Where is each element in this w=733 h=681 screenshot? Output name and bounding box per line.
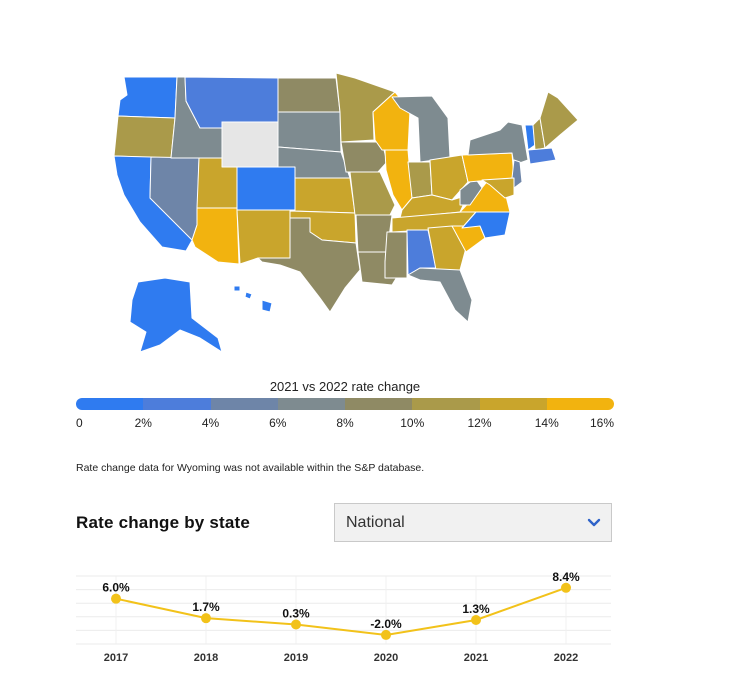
dropdown-selected-value: National bbox=[346, 513, 405, 531]
state-maine[interactable] bbox=[539, 91, 579, 149]
state-texas[interactable] bbox=[257, 217, 361, 313]
data-point-2019[interactable] bbox=[291, 619, 301, 630]
x-tick-2021: 2021 bbox=[464, 652, 488, 664]
state-south-dakota[interactable] bbox=[277, 111, 342, 153]
series-line bbox=[115, 586, 567, 636]
state-missouri[interactable] bbox=[349, 171, 396, 216]
legend-swatch-5 bbox=[412, 398, 480, 410]
chevron-down-icon bbox=[587, 518, 601, 526]
legend-tick-label: 2% bbox=[134, 416, 152, 430]
chart-data-labels: 6.0% 1.7% 0.3% -2.0% 1.3% 8.4% bbox=[102, 570, 580, 631]
state-georgia[interactable] bbox=[427, 225, 467, 271]
legend-tick-label: 16% bbox=[589, 416, 614, 430]
chart-x-ticks: 2017 2018 2019 2020 2021 2022 bbox=[104, 652, 578, 664]
state-massachusetts[interactable] bbox=[527, 147, 557, 165]
legend-tick-label: 0 bbox=[76, 416, 83, 430]
data-point-2022[interactable] bbox=[561, 582, 571, 593]
legend-tick-label: 10% bbox=[400, 416, 425, 430]
us-rate-change-map bbox=[113, 72, 579, 353]
state-oregon[interactable] bbox=[113, 115, 176, 159]
state-alaska[interactable] bbox=[129, 277, 223, 353]
x-tick-2018: 2018 bbox=[194, 652, 218, 664]
legend-swatch-6 bbox=[479, 398, 547, 410]
legend-swatch-7 bbox=[546, 398, 614, 410]
legend-tick-label: 8% bbox=[336, 416, 354, 430]
section-title: Rate change by state bbox=[76, 513, 251, 532]
state-washington[interactable] bbox=[117, 76, 178, 119]
state-iowa[interactable] bbox=[340, 141, 388, 173]
legend-title: 2021 vs 2022 rate change bbox=[269, 379, 421, 394]
x-tick-2019: 2019 bbox=[284, 652, 308, 664]
national-rate-change-chart: 6.0%1.7% 0.3%-2.0%1.3%8.4% 2017 2018 2019 20… bbox=[76, 570, 611, 664]
state-maryland[interactable] bbox=[481, 177, 515, 199]
chart-gridlines bbox=[76, 575, 611, 645]
legend-tick-label: 14% bbox=[534, 416, 559, 430]
data-label-2017: 6.0% bbox=[102, 581, 130, 595]
legend-swatch-2 bbox=[210, 398, 278, 410]
state-north-dakota[interactable] bbox=[277, 77, 341, 113]
data-point-2020[interactable] bbox=[381, 629, 391, 640]
legend-color-scale bbox=[76, 398, 614, 410]
legend-tick-label: 4% bbox=[201, 416, 220, 430]
state-colorado[interactable] bbox=[236, 166, 296, 211]
data-label-2022: 8.4% bbox=[552, 570, 580, 584]
legend-tick-label: 12% bbox=[467, 416, 492, 430]
legend-swatch-0 bbox=[76, 398, 144, 410]
data-label-2018: 1.7% bbox=[192, 600, 220, 614]
data-label-2020: -2.0% bbox=[370, 617, 402, 631]
state-florida[interactable] bbox=[407, 267, 473, 323]
state-dropdown[interactable]: National bbox=[334, 503, 612, 542]
legend-tick-label: 6% bbox=[269, 416, 287, 430]
state-hawaii[interactable] bbox=[233, 285, 273, 313]
legend-tick-labels: 0 2% 4% 6% 8% 10% 12% 14% 16% bbox=[76, 416, 614, 432]
data-label-2019: 0.3% bbox=[282, 607, 310, 621]
state-pennsylvania[interactable] bbox=[461, 152, 515, 183]
x-tick-2020: 2020 bbox=[374, 652, 398, 664]
wyoming-data-note: Rate change data for Wyoming was not ava… bbox=[76, 462, 425, 474]
legend-swatch-3 bbox=[277, 398, 345, 410]
data-point-2021[interactable] bbox=[471, 614, 481, 625]
state-indiana[interactable] bbox=[407, 161, 433, 199]
data-point-2018[interactable] bbox=[201, 613, 211, 624]
x-tick-2017: 2017 bbox=[104, 652, 128, 664]
data-label-2021: 1.3% bbox=[462, 602, 490, 616]
state-kansas[interactable] bbox=[294, 177, 356, 214]
data-point-2017[interactable] bbox=[111, 593, 121, 604]
state-new-york[interactable] bbox=[467, 121, 529, 166]
state-montana[interactable] bbox=[184, 76, 279, 129]
legend-swatch-4 bbox=[345, 398, 413, 410]
state-new-mexico[interactable] bbox=[236, 209, 291, 265]
state-arizona[interactable] bbox=[191, 207, 240, 265]
state-wyoming[interactable] bbox=[221, 121, 279, 168]
legend-swatch-1 bbox=[143, 398, 211, 410]
state-mississippi[interactable] bbox=[384, 231, 408, 279]
chart-points bbox=[111, 582, 571, 640]
x-tick-2022: 2022 bbox=[554, 652, 578, 664]
